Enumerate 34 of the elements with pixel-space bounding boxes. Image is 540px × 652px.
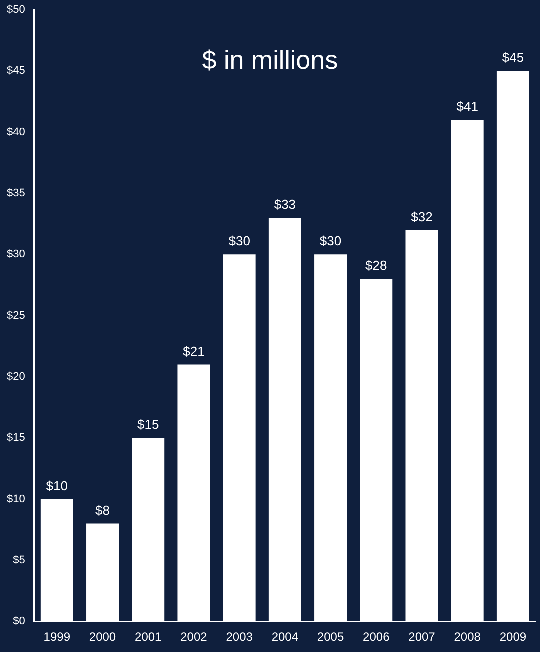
- x-tick-label: 2007: [408, 630, 436, 644]
- text: $ in millions: [202, 45, 338, 76]
- y-tick-label: $50: [6, 4, 26, 16]
- x-tick-label: 2005: [317, 630, 344, 644]
- y-tick-label: $5: [13, 554, 26, 566]
- x-tick-label: 1999: [44, 630, 71, 644]
- data-label: $21: [183, 344, 205, 359]
- x-tick-label: 2006: [363, 630, 390, 644]
- y-tick-label: $40: [6, 126, 26, 138]
- x-tick-label: 2000: [89, 630, 116, 644]
- x-tick-label: 2002: [180, 630, 208, 644]
- data-label: $30: [228, 234, 250, 249]
- data-label: $41: [456, 99, 478, 114]
- y-tick-label: $20: [6, 370, 26, 383]
- data-label: $33: [274, 197, 296, 212]
- y-tick-label: $35: [6, 188, 26, 200]
- x-tick-label: 2001: [135, 630, 162, 644]
- y-tick-label: $30: [6, 248, 26, 261]
- y-tick-label: $10: [6, 493, 26, 506]
- y-tick-label: $15: [6, 432, 26, 444]
- x-tick-label: 2004: [272, 630, 299, 644]
- data-label: $32: [411, 209, 433, 224]
- x-tick-label: 2008: [454, 630, 482, 644]
- y-tick-label: $0: [13, 616, 26, 628]
- data-label: $10: [46, 478, 68, 494]
- data-label: $8: [96, 502, 110, 518]
- data-label: $45: [502, 50, 524, 66]
- data-label: $28: [366, 258, 388, 274]
- y-tick-label: $25: [6, 310, 26, 322]
- x-tick-label: 2003: [226, 630, 254, 644]
- data-label: $15: [138, 417, 160, 432]
- y-tick-label: $45: [6, 65, 26, 78]
- data-label: $30: [320, 234, 342, 249]
- x-tick-label: 2009: [500, 630, 527, 644]
